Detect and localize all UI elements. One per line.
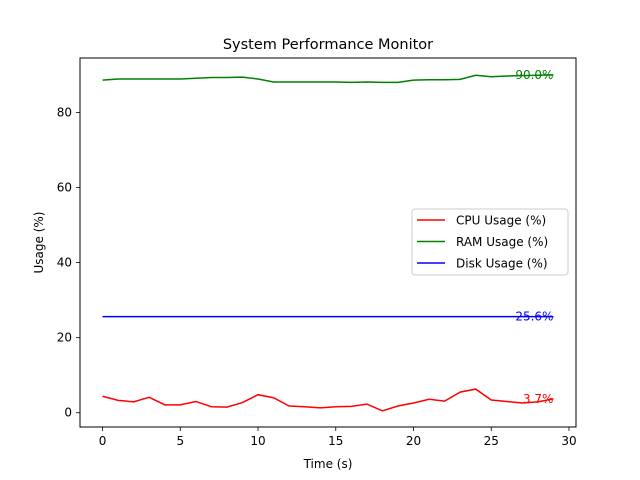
x-tick-label: 20 bbox=[406, 434, 421, 448]
end-value-label-1: 90.0% bbox=[515, 68, 553, 82]
chart-title: System Performance Monitor bbox=[223, 37, 433, 53]
legend-label-1: RAM Usage (%) bbox=[456, 235, 548, 249]
x-tick-label: 25 bbox=[484, 434, 499, 448]
y-axis: 0 20 40 60 80 bbox=[57, 105, 80, 420]
x-axis: 0 5 10 15 20 25 30 bbox=[99, 427, 577, 448]
x-axis-label: Time (s) bbox=[303, 457, 353, 471]
axes-frame bbox=[79, 57, 577, 428]
legend-label-2: Disk Usage (%) bbox=[456, 257, 548, 271]
x-tick-label: 10 bbox=[250, 434, 265, 448]
y-tick-label: 0 bbox=[64, 406, 72, 420]
legend-label-0: CPU Usage (%) bbox=[456, 214, 546, 228]
x-tick-label: 5 bbox=[176, 434, 184, 448]
y-tick-label: 40 bbox=[57, 256, 72, 270]
plot-area: 3.7% 90.0% 25.6% bbox=[102, 68, 554, 412]
series-line-1 bbox=[102, 74, 554, 84]
y-tick-label: 60 bbox=[57, 181, 72, 195]
end-value-label-0: 3.7% bbox=[523, 392, 554, 406]
y-tick-label: 20 bbox=[57, 331, 72, 345]
y-axis-label: Usage (%) bbox=[32, 212, 46, 274]
legend: CPU Usage (%) RAM Usage (%) Disk Usage (%) bbox=[411, 208, 569, 276]
x-tick-label: 30 bbox=[561, 434, 576, 448]
x-tick-label: 15 bbox=[328, 434, 343, 448]
legend-box bbox=[411, 208, 569, 276]
x-tick-label: 0 bbox=[99, 434, 107, 448]
end-value-label-2: 25.6% bbox=[515, 310, 553, 324]
y-tick-label: 80 bbox=[57, 105, 72, 119]
series-line-0 bbox=[102, 388, 554, 412]
